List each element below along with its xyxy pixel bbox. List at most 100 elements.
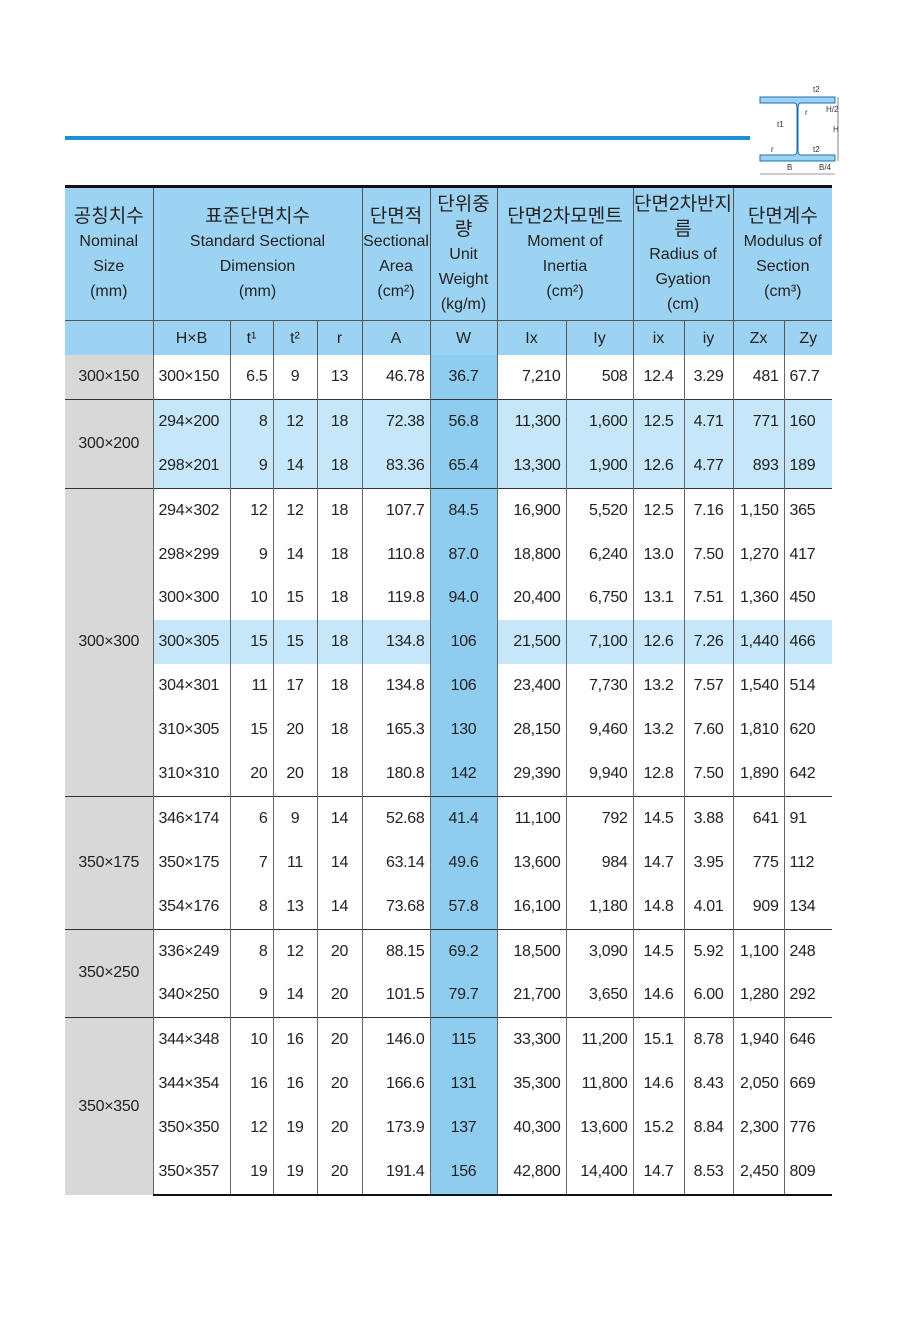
cell-iy: 9,460 [565,708,634,753]
cell-a: 166.6 [361,1062,431,1107]
cell-zy: 669 [783,1062,833,1107]
cell-iy: 11,200 [565,1017,634,1063]
subheader-blank [65,320,153,355]
cell-r: 13 [316,355,363,400]
cell-hb: 298×201 [152,443,230,489]
cell-w: 142 [429,752,498,797]
cell-a: 63.14 [361,840,431,885]
cell-ix: 13.0 [632,532,685,577]
cell-iy: 1,900 [565,443,634,489]
header-english: Gyation [655,270,711,288]
header-english: (mm) [238,283,277,300]
cell-ix: 12.6 [632,443,685,489]
cell-t: 19 [272,1150,317,1196]
column-header: 단위중량 Unit Weight (kg/m) [429,185,498,321]
nominal-size-cell: 300×300 [65,487,153,797]
nominal-size-cell: 350×250 [65,928,153,1018]
cell-r: 14 [316,795,363,841]
cell-ix: 14.7 [632,1150,685,1196]
cell-ix: 14.5 [632,795,685,841]
table-row: 350×350 12 19 20 173.9 137 40,300 13,600 15.2 8.8… [65,1106,833,1151]
cell-ix: 15.2 [632,1106,685,1151]
cell-t: 9 [229,973,273,1018]
column-header: 표준단면치수 Standard Sectional Dimension (mm) [152,185,363,321]
header-korean: 공칭치수 [73,206,144,227]
cell-iy: 792 [565,795,634,841]
cell-hb: 344×354 [152,1062,230,1107]
h-beam-section-icon: t2 t2 r r t1 H/2 H B B/4 [759,85,839,175]
cell-t: 12 [272,398,317,444]
cell-t: 10 [229,1017,273,1063]
cell-zy: 514 [783,664,833,709]
cell-zy: 620 [783,708,833,753]
header-english: (cm²) [377,283,415,300]
cell-r: 18 [316,708,363,753]
cell-t: 9 [229,443,273,489]
table-row: 300×300 294×302 12 12 18 107.7 84.5 16,900 5,520… [65,487,833,797]
cell-r: 18 [316,664,363,709]
cell-ix: 21,500 [496,620,567,665]
cell-w: 156 [429,1150,498,1196]
cell-zy: 91 [783,795,833,841]
cell-ix: 35,300 [496,1062,567,1107]
column-header: 단면2차모멘트 Moment of Inertia (cm²) [496,185,634,321]
cell-r: 18 [316,576,363,621]
cell-a: 101.5 [361,973,431,1018]
column-header: 단면적 Sectional Area (cm²) [361,185,431,321]
cell-w: 49.6 [429,840,498,885]
cell-ix: 13,600 [496,840,567,885]
cell-t: 19 [272,1106,317,1151]
table-row: 350×175 346×174 6 9 14 52.68 41.4 11,100 792 14.5… [65,795,833,930]
cell-iy: 5,520 [565,487,634,533]
subheader-cell: t² [272,320,317,355]
cell-ix: 14.6 [632,1062,685,1107]
cell-iy: 1,600 [565,398,634,444]
cell-a: 73.68 [361,884,431,930]
cell-iy: 5.92 [683,928,734,974]
cell-iy: 1,180 [565,884,634,930]
cell-w: 41.4 [429,795,498,841]
subheader-cell: A [361,320,431,355]
cell-zy: 642 [783,752,833,797]
column-header: 공칭치수 Nominal Size (mm) [65,185,153,321]
nominal-size-cell: 300×150 [65,355,153,400]
cell-w: 106 [429,664,498,709]
t1-label: t1 [777,120,784,129]
cell-a: 107.7 [361,487,431,533]
cell-iy: 3.95 [683,840,734,885]
cell-iy: 984 [565,840,634,885]
cell-ix: 12.6 [632,620,685,665]
cell-t: 12 [272,487,317,533]
cell-iy: 3,090 [565,928,634,974]
cell-hb: 336×249 [152,928,230,974]
cell-r: 14 [316,884,363,930]
cell-r: 18 [316,398,363,444]
cell-t: 13 [272,884,317,930]
header-english: (kg/m) [440,295,487,313]
cell-r: 18 [316,752,363,797]
cell-hb: 300×305 [152,620,230,665]
cell-a: 180.8 [361,752,431,797]
cell-iy: 4.71 [683,398,734,444]
cell-t: 8 [229,928,273,974]
cell-iy: 3.88 [683,795,734,841]
cell-a: 88.15 [361,928,431,974]
cell-ix: 14.6 [632,973,685,1018]
cell-ix: 11,100 [496,795,567,841]
cell-iy: 7,730 [565,664,634,709]
subheader-cell: Iy [565,320,634,355]
cell-iy: 3.29 [683,355,734,400]
cell-a: 52.68 [361,795,431,841]
cell-iy: 14,400 [565,1150,634,1196]
cell-ix: 18,500 [496,928,567,974]
cell-ix: 12.5 [632,487,685,533]
cell-t: 11 [272,840,317,885]
cell-iy: 7.51 [683,576,734,621]
cell-a: 134.8 [361,620,431,665]
column-header: 단면2차반지름 Radius of Gyation (cm) [632,185,734,321]
cell-zx: 775 [732,840,785,885]
cell-r: 20 [316,973,363,1018]
cell-hb: 300×150 [152,355,230,400]
nominal-size-cell: 350×350 [65,1017,153,1195]
cell-zx: 1,280 [732,973,785,1018]
